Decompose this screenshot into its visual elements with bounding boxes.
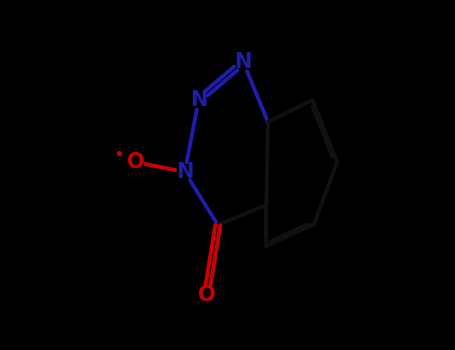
Text: N: N [190, 90, 207, 110]
Text: O: O [197, 285, 215, 305]
Text: •: • [113, 146, 124, 164]
Text: N: N [235, 52, 252, 72]
Text: N: N [176, 162, 193, 182]
Text: O: O [127, 152, 144, 172]
